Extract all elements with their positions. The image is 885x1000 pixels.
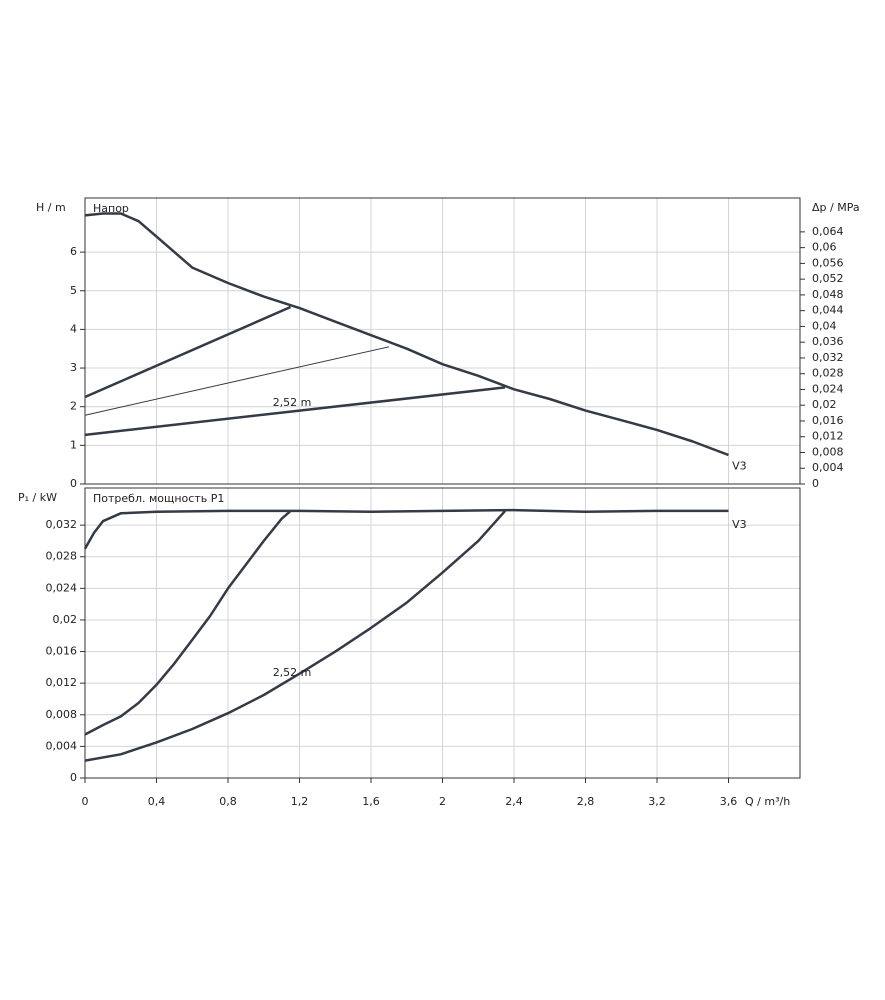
y2-tick-label: 0	[812, 477, 819, 490]
y-tick-label: 2	[70, 400, 77, 413]
x-tick-label: 0,8	[219, 795, 237, 808]
y2-axis-label: Δp / MPa	[812, 201, 860, 214]
plot-frame	[84, 197, 801, 485]
y-tick-label: 0,012	[46, 676, 78, 689]
y2-tick-label: 0,048	[812, 288, 844, 301]
y-tick-label: 3	[70, 361, 77, 374]
y-tick-label: 0,004	[46, 739, 78, 752]
y2-tick-label: 0,016	[812, 414, 844, 427]
x-tick-label: 2,4	[505, 795, 523, 808]
y2-tick-label: 0,024	[812, 382, 844, 395]
y-tick-label: 0	[70, 771, 77, 784]
y2-tick-label: 0,056	[812, 256, 844, 269]
y-tick-label: 5	[70, 284, 77, 297]
y2-tick-label: 0,012	[812, 430, 844, 443]
y2-tick-label: 0,008	[812, 445, 844, 458]
annotation: V3	[732, 518, 747, 531]
y2-tick-label: 0,044	[812, 304, 844, 317]
y2-tick-label: 0,04	[812, 319, 837, 332]
annotation: V3	[732, 460, 747, 473]
curve	[84, 212, 729, 457]
curve	[83, 508, 729, 550]
subtitle: Напор	[93, 202, 129, 215]
x-tick-label: 1,6	[362, 795, 380, 808]
y-axis-label: H / m	[36, 201, 66, 214]
x-tick-label: 0,4	[148, 795, 166, 808]
x-tick-label: 3,6	[720, 795, 738, 808]
y2-tick-label: 0,032	[812, 351, 844, 364]
y-tick-label: 0,008	[46, 708, 78, 721]
y2-tick-label: 0,028	[812, 367, 844, 380]
curve	[84, 346, 390, 416]
y2-tick-label: 0,06	[812, 241, 837, 254]
x-tick-label: 2,8	[577, 795, 595, 808]
y-tick-label: 0	[70, 477, 77, 490]
annotation: 2,52 m	[273, 666, 312, 679]
x-tick-label: 0	[82, 795, 89, 808]
annotation: 2,52 m	[273, 396, 312, 409]
y-axis-label: P₁ / kW	[18, 491, 57, 504]
y2-tick-label: 0,052	[812, 272, 844, 285]
x-tick-label: 2	[439, 795, 446, 808]
x-tick-label: 3,2	[648, 795, 666, 808]
y-tick-label: 4	[70, 322, 77, 335]
curve	[84, 305, 292, 399]
curve	[84, 509, 292, 736]
x-tick-label: 1,2	[291, 795, 309, 808]
curve	[84, 386, 506, 437]
curve	[84, 510, 507, 762]
y2-tick-label: 0,004	[812, 461, 844, 474]
y-tick-label: 0,028	[46, 550, 78, 563]
y-tick-label: 0,024	[46, 581, 78, 594]
y-tick-label: 0,016	[46, 645, 78, 658]
subtitle: Потребл. мощность P1	[93, 492, 224, 505]
plot-frame	[84, 487, 801, 779]
y-tick-label: 0,02	[53, 613, 78, 626]
y-tick-label: 0,032	[46, 518, 78, 531]
x-axis-label: Q / m³/h	[745, 795, 790, 808]
y-tick-label: 1	[70, 438, 77, 451]
y-tick-label: 6	[70, 245, 77, 258]
y2-tick-label: 0,036	[812, 335, 844, 348]
y2-tick-label: 0,064	[812, 225, 844, 238]
y2-tick-label: 0,02	[812, 398, 837, 411]
